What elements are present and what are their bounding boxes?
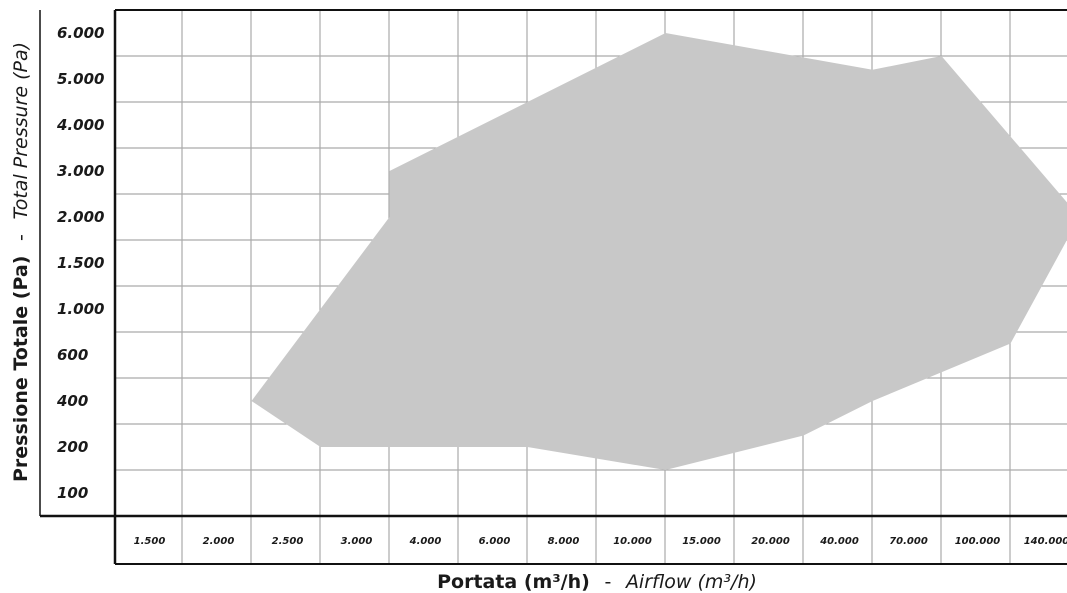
x-tick-label: 20.000	[751, 536, 790, 547]
y-tick-label: 5.000	[57, 70, 104, 88]
y-tick-label: 2.000	[57, 208, 104, 226]
operating-area	[251, 33, 1067, 470]
x-tick-label: 6.000	[479, 536, 511, 547]
x-axis-title-separator: -	[604, 571, 611, 593]
x-tick-label: 1.500	[134, 536, 166, 547]
x-tick-label: 15.000	[682, 536, 721, 547]
x-axis-title: Portata (m³/h) - Airflow (m³/h)	[437, 571, 757, 593]
y-tick-label: 1.500	[57, 254, 104, 272]
y-tick-label: 4.000	[56, 116, 104, 134]
x-tick-label: 70.000	[889, 536, 928, 547]
x-tick-label: 8.000	[548, 536, 580, 547]
y-tick-label: 1.000	[57, 300, 104, 318]
x-tick-label: 10.000	[613, 536, 652, 547]
axes-frame	[39, 9, 1067, 565]
y-axis-title-main: Pressione Totale (Pa)	[10, 256, 32, 482]
series-area	[251, 33, 1067, 470]
x-tick-label: 4.000	[409, 536, 442, 547]
x-axis-title-italic: Airflow (m³/h)	[624, 571, 757, 593]
y-axis-title-separator: -	[10, 234, 32, 241]
y-tick-label: 3.000	[57, 162, 104, 180]
x-tick-label: 100.000	[955, 536, 1001, 547]
y-tick-label: 600	[57, 346, 88, 364]
y-tick-label: 100	[57, 484, 88, 502]
x-tick-labels: 1.500 2.000 2.500 3.000 4.000 6.000 8.000 10.00…	[134, 536, 1067, 547]
x-tick-label: 140.000	[1024, 536, 1067, 547]
x-tick-label: 2.500	[272, 536, 304, 547]
y-tick-labels: 100 200 400 600 1.000 1.500 2.000 3.000 4.000 5.0…	[56, 24, 104, 502]
x-axis-title-main: Portata (m³/h)	[437, 571, 590, 593]
x-tick-label: 2.000	[203, 536, 235, 547]
y-tick-label: 6.000	[57, 24, 104, 42]
y-axis-title: Pressione Totale (Pa) - Total Pressure (…	[10, 42, 32, 482]
y-axis-title-italic: Total Pressure (Pa)	[10, 42, 32, 220]
y-tick-label: 400	[56, 392, 88, 410]
x-tick-label: 3.000	[341, 536, 373, 547]
x-tick-label: 40.000	[819, 536, 859, 547]
y-tick-label: 200	[57, 438, 88, 456]
